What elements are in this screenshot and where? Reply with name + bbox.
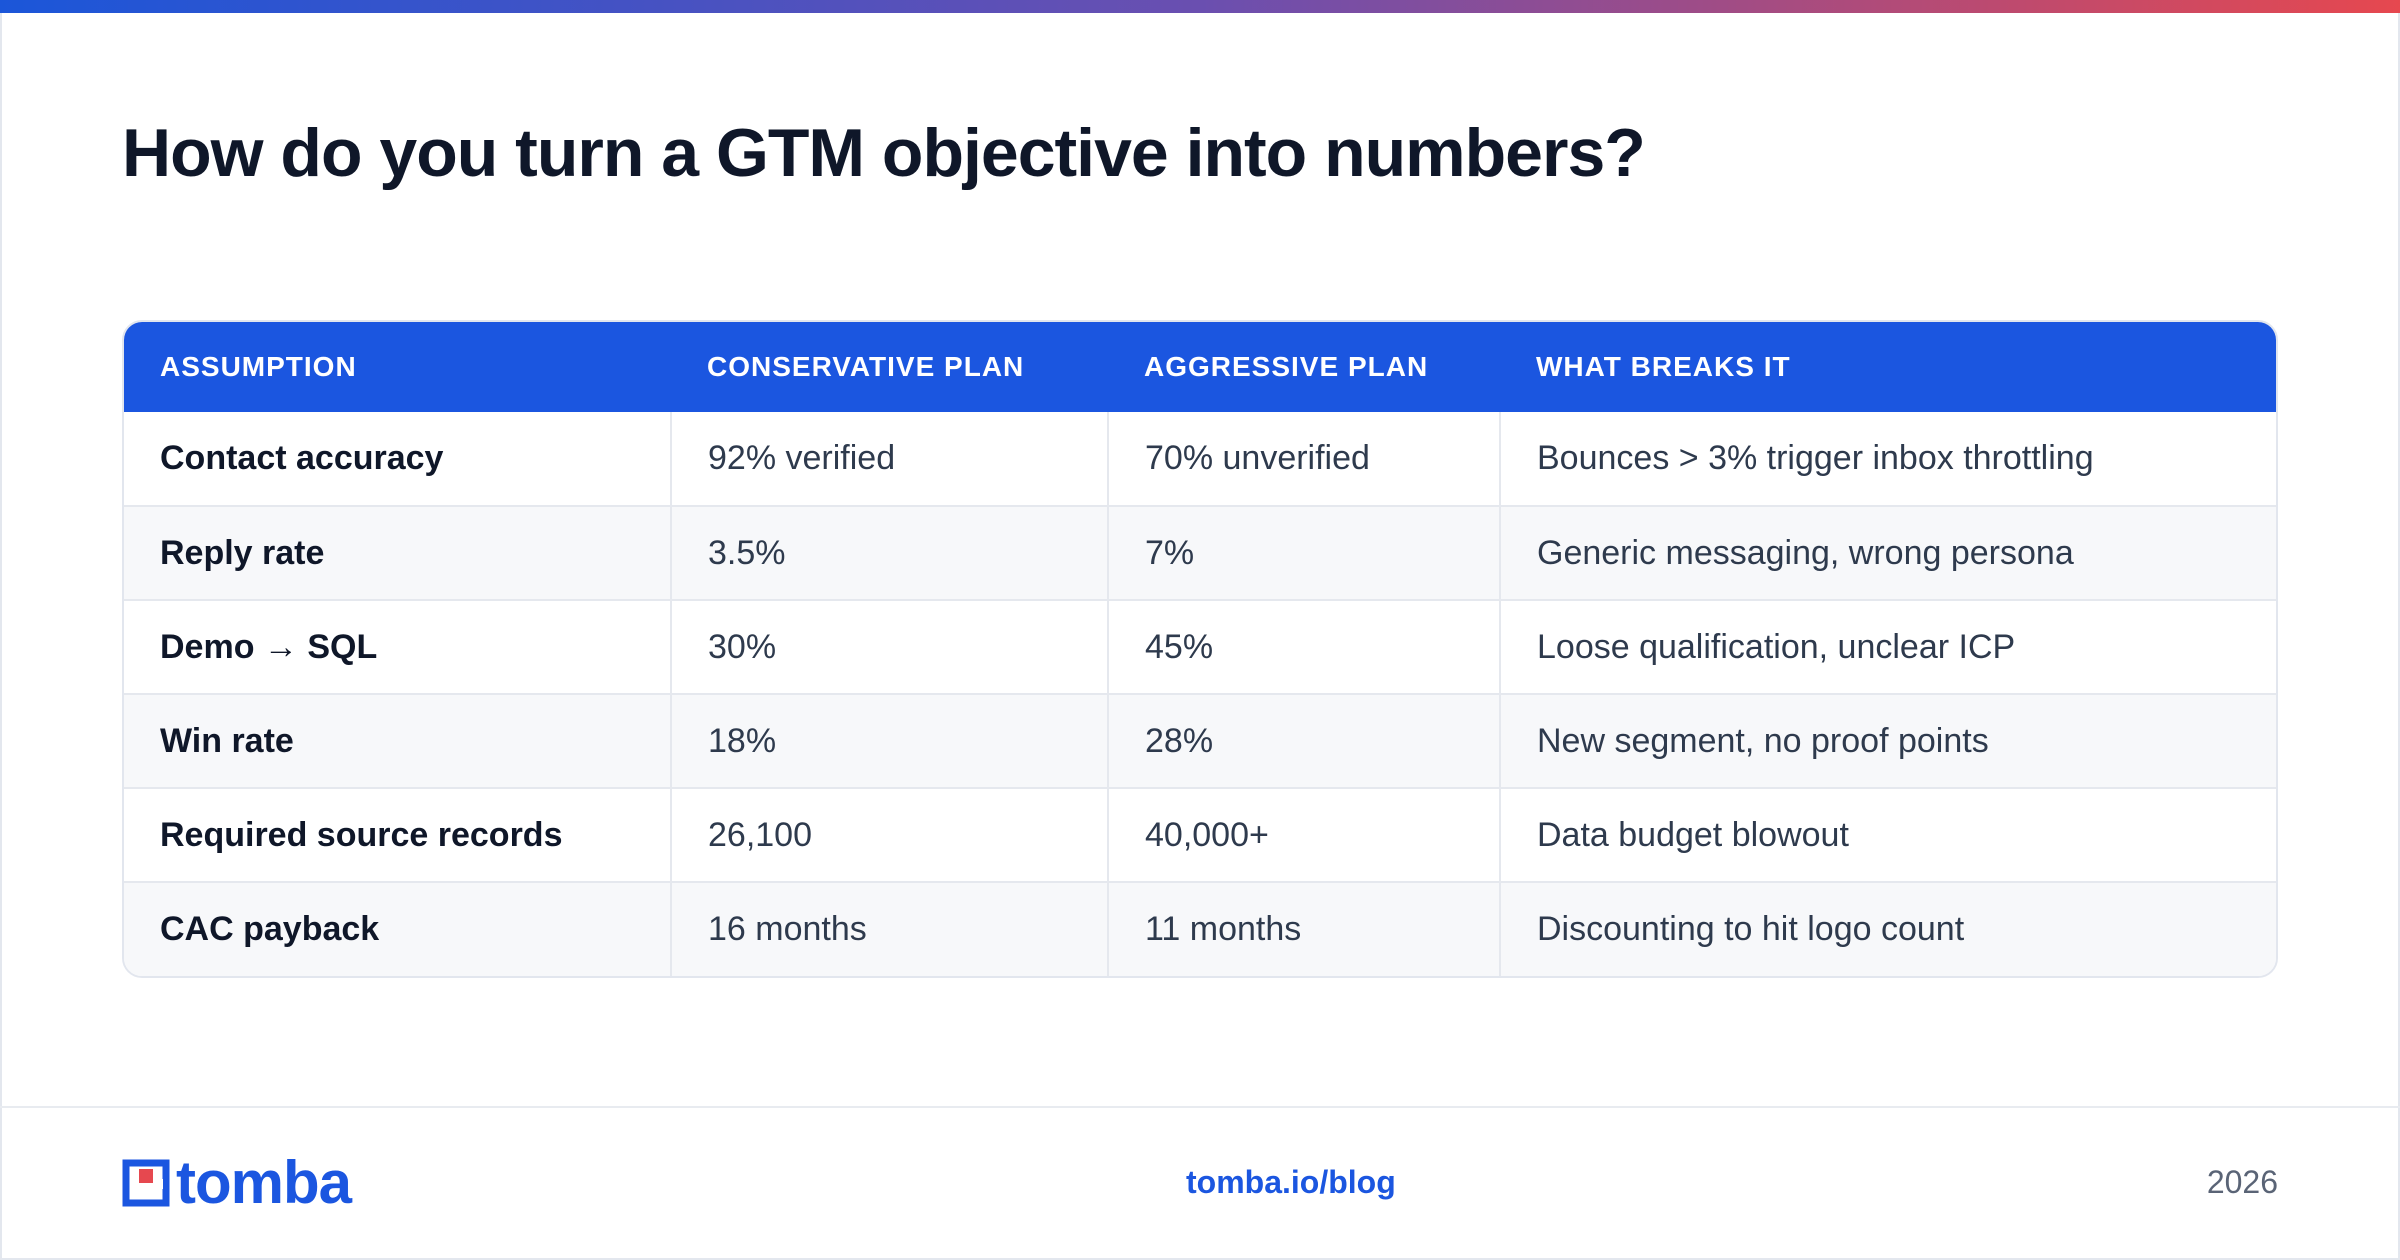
cell-what-breaks: Loose qualification, unclear ICP — [1499, 599, 2276, 694]
table-body: Contact accuracy 92% verified 70% unveri… — [124, 412, 2276, 976]
cell-what-breaks: Generic messaging, wrong persona — [1499, 505, 2276, 600]
cell-conservative: 92% verified — [670, 412, 1108, 506]
cell-conservative: 18% — [670, 693, 1108, 788]
blog-url-link[interactable]: tomba.io/blog — [1186, 1164, 1396, 1200]
header-what-breaks-it: WHAT BREAKS IT — [1536, 351, 1791, 382]
cell-aggressive: 11 months — [1107, 881, 1500, 976]
logo-wordmark: tomba — [176, 1149, 352, 1216]
tomba-logo: tomba — [122, 1149, 352, 1216]
table-header: ASSUMPTION CONSERVATIVE PLAN AGGRESSIVE … — [124, 322, 2276, 412]
cell-assumption: Contact accuracy — [160, 439, 444, 477]
cell-conservative: 16 months — [670, 881, 1108, 976]
footer-year: 2026 — [2206, 1164, 2278, 1200]
table-row: Reply rate 3.5% 7% Generic messaging, wr… — [124, 505, 2276, 600]
cell-aggressive: 28% — [1107, 693, 1500, 788]
page-title: How do you turn a GTM objective into num… — [122, 115, 1646, 191]
cell-what-breaks: Bounces > 3% trigger inbox throttling — [1499, 412, 2276, 506]
cell-aggressive: 7% — [1107, 505, 1500, 600]
cell-aggressive: 45% — [1107, 599, 1500, 694]
assumptions-table: ASSUMPTION CONSERVATIVE PLAN AGGRESSIVE … — [124, 322, 2276, 976]
cell-assumption: Win rate — [124, 693, 671, 788]
cell-aggressive: 70% unverified — [1107, 412, 1500, 506]
tomba-logo-icon — [122, 1159, 170, 1207]
cell-assumption: Required source records — [124, 787, 671, 882]
cell-conservative: 30% — [670, 599, 1108, 694]
cell-conservative: 26,100 — [670, 787, 1108, 882]
top-gradient-bar — [0, 0, 2400, 13]
table-row: Win rate 18% 28% New segment, no proof p… — [124, 693, 2276, 788]
cell-what-breaks: Discounting to hit logo count — [1499, 881, 2276, 976]
footer-divider — [0, 1106, 2400, 1108]
cell-assumption: CAC payback — [124, 881, 671, 976]
cell-aggressive: 40,000+ — [1107, 787, 1500, 882]
header-row: ASSUMPTION CONSERVATIVE PLAN AGGRESSIVE … — [124, 322, 2276, 412]
table-row: Contact accuracy 92% verified 70% unveri… — [124, 412, 2276, 506]
cell-assumption: Demo → SQL — [124, 599, 671, 694]
header-aggressive-plan: AGGRESSIVE PLAN — [1144, 351, 1429, 382]
assumptions-table-container: ASSUMPTION CONSERVATIVE PLAN AGGRESSIVE … — [122, 320, 2278, 978]
cell-what-breaks: New segment, no proof points — [1499, 693, 2276, 788]
table-row: Demo → SQL 30% 45% Loose qualification, … — [124, 599, 2276, 694]
header-assumption: ASSUMPTION — [160, 351, 357, 382]
table-row: CAC payback 16 months 11 months Discount… — [124, 881, 2276, 976]
header-conservative-plan: CONSERVATIVE PLAN — [707, 351, 1025, 382]
cell-assumption: Reply rate — [124, 505, 671, 600]
cell-what-breaks: Data budget blowout — [1499, 787, 2276, 882]
table-row: Required source records 26,100 40,000+ D… — [124, 787, 2276, 882]
cell-conservative: 3.5% — [670, 505, 1108, 600]
